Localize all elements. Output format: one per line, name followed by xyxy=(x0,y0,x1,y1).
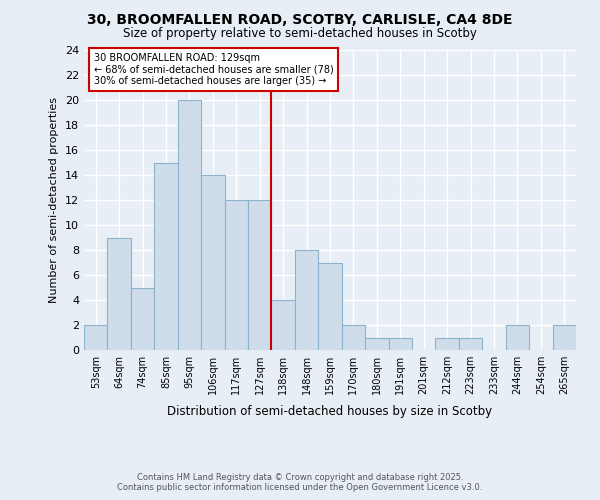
X-axis label: Distribution of semi-detached houses by size in Scotby: Distribution of semi-detached houses by … xyxy=(167,406,493,418)
Bar xyxy=(224,200,248,350)
Text: Size of property relative to semi-detached houses in Scotby: Size of property relative to semi-detach… xyxy=(123,28,477,40)
Bar xyxy=(131,288,154,350)
Bar xyxy=(295,250,318,350)
Bar xyxy=(459,338,482,350)
Bar xyxy=(318,262,342,350)
Bar xyxy=(365,338,389,350)
Bar xyxy=(154,162,178,350)
Text: Contains HM Land Registry data © Crown copyright and database right 2025.
Contai: Contains HM Land Registry data © Crown c… xyxy=(118,473,482,492)
Bar xyxy=(84,325,107,350)
Y-axis label: Number of semi-detached properties: Number of semi-detached properties xyxy=(49,97,59,303)
Bar xyxy=(178,100,201,350)
Bar xyxy=(201,175,224,350)
Bar xyxy=(389,338,412,350)
Bar xyxy=(342,325,365,350)
Bar xyxy=(436,338,459,350)
Text: 30, BROOMFALLEN ROAD, SCOTBY, CARLISLE, CA4 8DE: 30, BROOMFALLEN ROAD, SCOTBY, CARLISLE, … xyxy=(87,12,513,26)
Bar xyxy=(271,300,295,350)
Bar xyxy=(107,238,131,350)
Bar xyxy=(553,325,576,350)
Text: 30 BROOMFALLEN ROAD: 129sqm
← 68% of semi-detached houses are smaller (78)
30% o: 30 BROOMFALLEN ROAD: 129sqm ← 68% of sem… xyxy=(94,53,334,86)
Bar xyxy=(248,200,271,350)
Bar xyxy=(506,325,529,350)
